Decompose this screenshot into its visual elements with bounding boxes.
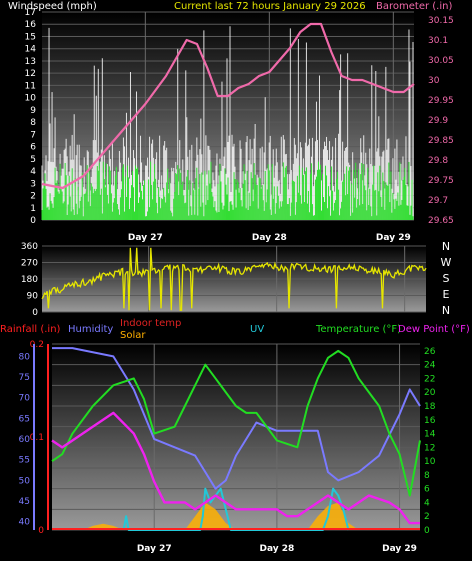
temperature-tick: 16 <box>424 416 436 426</box>
direction-tick: 270 <box>21 259 38 269</box>
wind-tick: 9 <box>30 106 36 116</box>
barometer-tick: 29.9 <box>428 116 448 126</box>
wind-tick: 15 <box>25 32 36 42</box>
humidity-tick: 40 <box>19 518 31 528</box>
temperature-tick: 0 <box>424 526 430 536</box>
wind-tick: 12 <box>25 69 36 79</box>
temperature-tick: 18 <box>424 402 436 412</box>
day-label: Day 27 <box>137 544 172 554</box>
barometer-line <box>41 22 415 190</box>
temperature-tick: 20 <box>424 388 436 398</box>
wind-average-bars <box>41 161 414 220</box>
barometer-tick: 29.8 <box>428 156 448 166</box>
wind-tick: 8 <box>30 118 36 128</box>
barometer-tick: 30.15 <box>428 16 454 26</box>
solar-area <box>184 502 236 530</box>
temperature-tick: 4 <box>424 498 430 508</box>
rain-tick: 0 <box>38 526 44 536</box>
wind-tick: 5 <box>30 155 36 165</box>
humidity-tick: 75 <box>19 373 30 383</box>
direction-tick: 0 <box>32 308 38 318</box>
legend-temperature: Temperature (°F) <box>316 324 402 335</box>
direction-line <box>41 247 427 311</box>
humidity-tick: 55 <box>19 456 30 466</box>
barometer-tick: 30.05 <box>428 56 454 66</box>
wind-tick: 10 <box>25 94 37 104</box>
temperature-tick: 22 <box>424 374 435 384</box>
wind-tick: 16 <box>25 20 37 30</box>
temperature-tick: 6 <box>424 485 430 495</box>
temperature-tick: 26 <box>424 347 436 357</box>
barometer-tick: 29.75 <box>428 176 454 186</box>
temperature-tick: 8 <box>424 471 430 481</box>
legend-humidity: Humidity <box>68 324 114 335</box>
legend-uv: UV <box>250 324 265 335</box>
rain-tick: 0.1 <box>30 433 44 443</box>
rain-tick: 0.2 <box>30 340 44 350</box>
chart-title: Current last 72 hours January 29 2026 <box>174 1 366 12</box>
day-label: Day 28 <box>259 544 294 554</box>
humidity-line <box>52 347 421 490</box>
direction-tick: 360 <box>21 242 38 252</box>
barometer-tick: 29.65 <box>428 216 454 226</box>
compass-label: W <box>441 256 452 269</box>
barometer-tick: 29.7 <box>428 196 448 206</box>
wind-tick: 17 <box>25 8 36 18</box>
humidity-tick: 45 <box>19 497 30 507</box>
day-label: Day 27 <box>128 233 163 243</box>
legend-rainfall: Rainfall (.in) <box>0 324 61 335</box>
wind-tick: 11 <box>25 81 36 91</box>
barometer-tick: 30.1 <box>428 36 448 46</box>
day-label: Day 29 <box>376 233 411 243</box>
wind-tick: 3 <box>30 179 36 189</box>
compass-label: N <box>442 304 450 317</box>
temperature-tick: 14 <box>424 430 436 440</box>
humidity-tick: 80 <box>19 352 31 362</box>
dew-point-line <box>51 411 420 525</box>
barometer-axis-label: Barometer (.in) <box>376 1 453 12</box>
legend-solar: Solar <box>120 330 146 341</box>
legend-dew-point: Dew Point (°F) <box>398 324 470 335</box>
direction-tick: 90 <box>27 292 39 302</box>
barometer-tick: 30 <box>428 76 440 86</box>
wind-axis-label: Windspeed (mph) <box>8 1 97 12</box>
humidity-tick: 60 <box>19 435 31 445</box>
humidity-tick: 70 <box>19 394 31 404</box>
wind-tick: 7 <box>30 130 36 140</box>
humidity-tick: 50 <box>19 476 31 486</box>
wind-tick: 6 <box>30 143 36 153</box>
compass-label: N <box>442 240 450 253</box>
compass-label: E <box>443 288 450 301</box>
temperature-tick: 12 <box>424 443 435 453</box>
wind-tick: 2 <box>30 192 36 202</box>
temperature-tick: 24 <box>424 361 436 371</box>
day-label: Day 29 <box>382 544 417 554</box>
legend-indoor-temp: Indoor temp <box>120 318 182 329</box>
wind-tick: 0 <box>30 216 36 226</box>
temperature-tick: 10 <box>424 457 436 467</box>
wind-tick: 14 <box>25 45 37 55</box>
direction-tick: 180 <box>21 275 38 285</box>
wind-tick: 1 <box>30 204 36 214</box>
compass-label: S <box>443 272 450 285</box>
humidity-tick: 65 <box>19 414 30 424</box>
barometer-tick: 29.85 <box>428 136 454 146</box>
day-label: Day 28 <box>252 233 287 243</box>
temperature-tick: 2 <box>424 512 430 522</box>
wind-tick: 13 <box>25 57 36 67</box>
barometer-tick: 29.95 <box>428 96 454 106</box>
panel3-bg <box>52 344 420 530</box>
wind-tick: 4 <box>30 167 36 177</box>
temperature-line <box>51 349 421 497</box>
